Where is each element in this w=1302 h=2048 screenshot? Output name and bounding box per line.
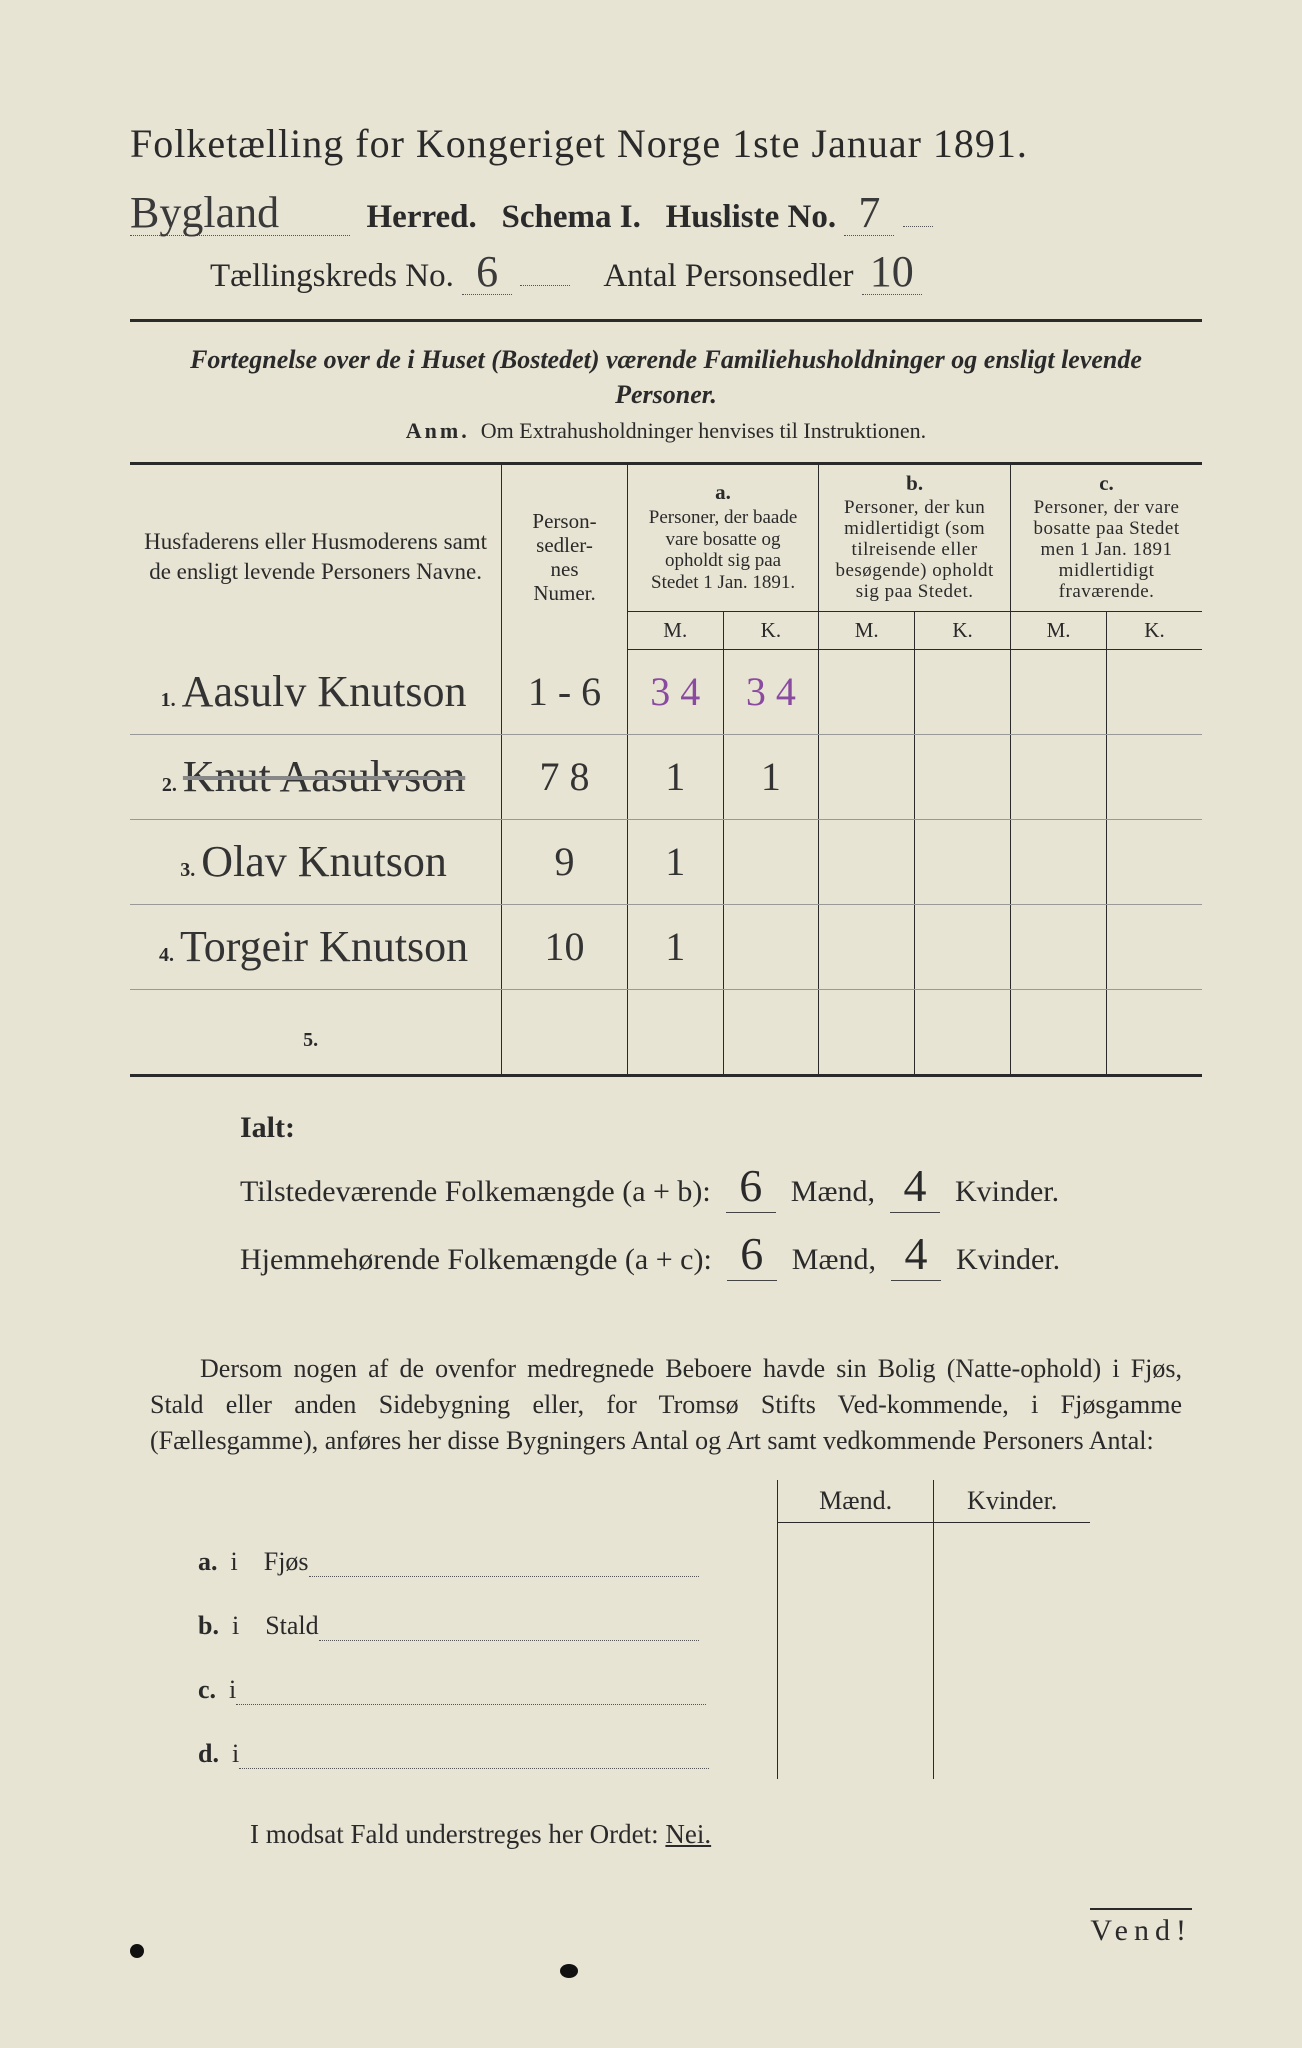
bldg-row: b. i Stald <box>190 1587 1090 1651</box>
bldg-row: a. i Fjøs <box>190 1522 1090 1587</box>
col-persed-header: Person- sedler- nes Numer. <box>502 464 628 649</box>
table-row: 4.Torgeir Knutson 10 1 <box>130 904 1202 989</box>
a-k-cell: 1 <box>761 754 781 799</box>
page-title: Folketælling for Kongeriget Norge 1ste J… <box>130 120 1202 167</box>
a-m-cell: 1 <box>665 924 685 969</box>
vend-label: Vend! <box>1090 1908 1192 1948</box>
header-line-1: Bygland Herred. Schema I. Husliste No. 7 <box>130 191 1202 236</box>
persed-cell: 10 <box>545 924 585 969</box>
a-m-cell: 3 4 <box>650 669 700 714</box>
col-a-m: M. <box>627 611 723 649</box>
table-row: 5. <box>130 989 1202 1075</box>
herred-value: Bygland <box>130 191 350 236</box>
bldg-kvinder-header: Kvinder. <box>934 1480 1090 1523</box>
bldg-row: d. i <box>190 1715 1090 1779</box>
main-table: Husfaderens eller Husmoderens samt de en… <box>130 462 1202 1076</box>
total-2-m: 6 <box>727 1227 777 1281</box>
name-cell: Knut Aasulvson <box>183 752 465 801</box>
name-cell: Aasulv Knutson <box>182 667 467 716</box>
col-c-k: K. <box>1107 611 1202 649</box>
a-k-cell: 3 4 <box>746 669 796 714</box>
anm-line: Anm. Om Extrahusholdninger henvises til … <box>130 418 1202 444</box>
bldg-row: c. i <box>190 1651 1090 1715</box>
col-names-header: Husfaderens eller Husmoderens samt de en… <box>130 464 502 649</box>
total-line-1: Tilstedeværende Folkemængde (a + b): 6 M… <box>240 1159 1202 1213</box>
col-b-header: b. Personer, der kun midlertidigt (som t… <box>819 464 1011 611</box>
bldg-maend-header: Mænd. <box>777 1480 933 1523</box>
persed-cell: 9 <box>555 839 575 884</box>
col-b-k: K. <box>915 611 1011 649</box>
col-a-header: a. Personer, der baade vare bosatte og o… <box>627 464 818 611</box>
col-c-m: M. <box>1011 611 1107 649</box>
schema-label: Schema I. <box>502 199 641 235</box>
persed-cell: 1 - 6 <box>528 669 601 714</box>
ialt-label: Ialt: <box>240 1111 1202 1145</box>
name-cell: Olav Knutson <box>201 837 447 886</box>
kreds-value: 6 <box>462 250 512 295</box>
a-m-cell: 1 <box>665 754 685 799</box>
antal-label: Antal Personsedler <box>603 258 853 294</box>
building-paragraph: Dersom nogen af de ovenfor medregnede Be… <box>150 1351 1182 1460</box>
antal-value: 10 <box>862 250 922 295</box>
nei-word: Nei. <box>665 1819 711 1849</box>
anm-text: Om Extrahusholdninger henvises til Instr… <box>481 418 926 443</box>
table-row: 2.Knut Aasulvson 7 8 1 1 <box>130 734 1202 819</box>
table-row: 1.Aasulv Knutson 1 - 6 3 4 3 4 <box>130 649 1202 734</box>
persed-cell: 7 8 <box>540 754 590 799</box>
divider <box>130 319 1202 322</box>
anm-label: Anm. <box>406 418 470 443</box>
herred-label: Herred. <box>367 199 477 235</box>
col-b-m: M. <box>819 611 915 649</box>
header-line-2: Tællingskreds No. 6 Antal Personsedler 1… <box>210 250 1202 295</box>
ink-spot-icon <box>130 1944 144 1958</box>
ink-spot-icon <box>560 1964 578 1978</box>
husliste-value: 7 <box>844 191 894 236</box>
building-table: Mænd. Kvinder. a. i Fjøs b. i Stald c. i… <box>190 1480 1090 1779</box>
col-c-header: c. Personer, der vare bosatte paa Stedet… <box>1011 464 1202 611</box>
intro-text: Fortegnelse over de i Huset (Bostedet) v… <box>170 342 1162 412</box>
col-a-k: K. <box>723 611 819 649</box>
a-m-cell: 1 <box>665 839 685 884</box>
kreds-label: Tællingskreds No. <box>210 258 454 294</box>
total-line-2: Hjemmehørende Folkemængde (a + c): 6 Mæn… <box>240 1227 1202 1281</box>
total-2-k: 4 <box>891 1227 941 1281</box>
total-1-k: 4 <box>890 1159 940 1213</box>
total-1-m: 6 <box>726 1159 776 1213</box>
table-row: 3.Olav Knutson 9 1 <box>130 819 1202 904</box>
husliste-label: Husliste No. <box>666 199 837 235</box>
nei-line: I modsat Fald understreges her Ordet: Ne… <box>250 1819 1202 1850</box>
name-cell: Torgeir Knutson <box>180 922 468 971</box>
